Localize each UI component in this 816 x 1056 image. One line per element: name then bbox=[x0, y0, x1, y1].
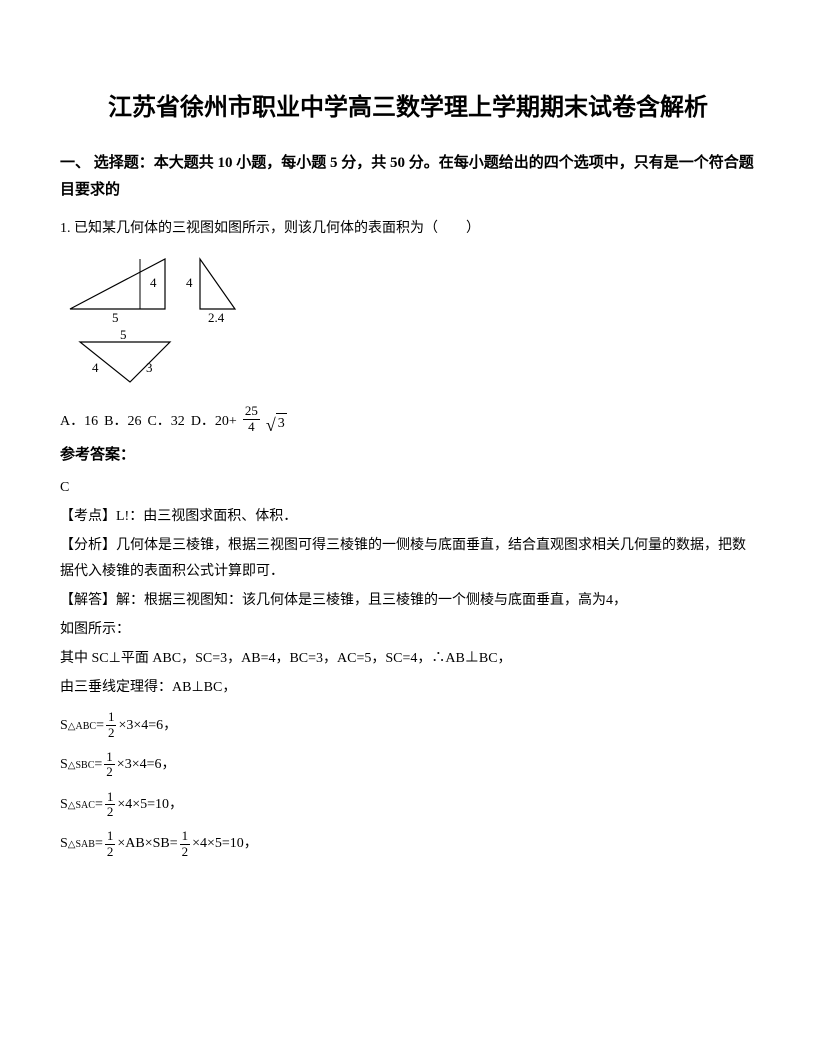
triangle-side: 4 2.4 bbox=[186, 259, 235, 325]
triangle-front: 4 5 bbox=[70, 259, 165, 325]
option-b: B．26 bbox=[104, 409, 141, 434]
frac-num-abc: 1 bbox=[106, 710, 117, 725]
label-5b: 5 bbox=[120, 327, 127, 342]
doc-title: 江苏省徐州市职业中学高三数学理上学期期末试卷含解析 bbox=[60, 90, 756, 126]
ref-answer-label: 参考答案： bbox=[60, 442, 756, 469]
frac-den-sbc: 2 bbox=[104, 765, 115, 779]
expl-line-1: 【分析】几何体是三棱锥，根据三视图可得三棱锥的一侧棱与底面垂直，结合直观图求相关… bbox=[60, 533, 756, 583]
radicand: 3 bbox=[276, 413, 287, 434]
expl-line-5: 由三垂线定理得：AB⊥BC， bbox=[60, 675, 756, 700]
question-stem: 1. 已知某几何体的三视图如图所示，则该几何体的表面积为（ ） bbox=[60, 216, 756, 241]
frac-den-sac: 2 bbox=[105, 805, 116, 819]
expr-sab: ×4×5=10， bbox=[192, 831, 258, 856]
option-c: C．32 bbox=[147, 409, 184, 434]
label-4c: 4 bbox=[92, 360, 99, 375]
s-label-sab: S△SAB= bbox=[60, 831, 103, 856]
calc-sac: S△SAC= 1 2 ×4×5=10， bbox=[60, 790, 756, 820]
s-label-sac: S△SAC= bbox=[60, 792, 103, 817]
label-5a: 5 bbox=[112, 310, 119, 325]
s-sub-abc: △ABC bbox=[68, 721, 96, 732]
frac-num-sab2: 1 bbox=[180, 829, 191, 844]
frac-num-sab1: 1 bbox=[105, 829, 116, 844]
expr-sac: ×4×5=10， bbox=[117, 792, 183, 817]
frac-num-sbc: 1 bbox=[104, 750, 115, 765]
surd-icon: √ bbox=[266, 416, 276, 434]
s-sub-sbc: △SBC bbox=[68, 760, 95, 771]
expl-line-0: 【考点】L!：由三视图求面积、体积． bbox=[60, 504, 756, 529]
frac-den-sab1: 2 bbox=[105, 845, 116, 859]
expl-line-3: 如图所示： bbox=[60, 617, 756, 642]
frac-sbc: 1 2 bbox=[104, 750, 115, 780]
section-heading: 一、 选择题：本大题共 10 小题，每小题 5 分，共 50 分。在每小题给出的… bbox=[60, 150, 756, 204]
option-d: D．20+ bbox=[191, 409, 237, 434]
frac-num-sac: 1 bbox=[105, 790, 116, 805]
s-sub-sac: △SAC bbox=[68, 800, 95, 811]
frac-abc: 1 2 bbox=[106, 710, 117, 740]
s-label: S△ABC= bbox=[60, 713, 104, 738]
calc-sab: S△SAB= 1 2 ×AB×SB= 1 2 ×4×5=10， bbox=[60, 829, 756, 859]
option-d-sqrt: √ 3 bbox=[266, 413, 287, 434]
expr-sbc: ×3×4=6， bbox=[117, 752, 176, 777]
expl-line-4: 其中 SC⊥平面 ABC，SC=3，AB=4，BC=3，AC=5，SC=4，∴A… bbox=[60, 646, 756, 671]
label-2.4: 2.4 bbox=[208, 310, 225, 325]
frac-num: 25 bbox=[243, 404, 260, 419]
frac-sab-1: 1 2 bbox=[105, 829, 116, 859]
option-a: A．16 bbox=[60, 409, 98, 434]
triangle-top: 5 4 3 bbox=[80, 327, 170, 382]
diagram-svg: 4 5 4 2.4 5 4 3 bbox=[60, 249, 290, 389]
options-row: A．16 B．26 C．32 D．20+ 25 4 √ 3 bbox=[60, 404, 756, 434]
answer-letter: C bbox=[60, 475, 756, 500]
frac-sab-2: 1 2 bbox=[180, 829, 191, 859]
mid-sab: ×AB×SB= bbox=[117, 831, 177, 856]
label-4a: 4 bbox=[150, 275, 157, 290]
expl-line-2: 【解答】解：根据三视图知：该几何体是三棱锥，且三棱锥的一个侧棱与底面垂直，高为4… bbox=[60, 588, 756, 613]
option-d-frac: 25 4 bbox=[243, 404, 260, 434]
three-view-diagram: 4 5 4 2.4 5 4 3 bbox=[60, 249, 756, 398]
s-label-sbc: S△SBC= bbox=[60, 752, 102, 777]
frac-den-sab2: 2 bbox=[180, 845, 191, 859]
page: 江苏省徐州市职业中学高三数学理上学期期末试卷含解析 一、 选择题：本大题共 10… bbox=[0, 0, 816, 909]
label-4b: 4 bbox=[186, 275, 193, 290]
frac-sac: 1 2 bbox=[105, 790, 116, 820]
calc-sbc: S△SBC= 1 2 ×3×4=6， bbox=[60, 750, 756, 780]
frac-den: 4 bbox=[243, 420, 260, 434]
frac-den-abc: 2 bbox=[106, 726, 117, 740]
calc-abc: S△ABC= 1 2 ×3×4=6， bbox=[60, 710, 756, 740]
label-3: 3 bbox=[146, 360, 153, 375]
s-sub-sab: △SAB bbox=[68, 839, 95, 850]
expr-abc: ×3×4=6， bbox=[118, 713, 177, 738]
